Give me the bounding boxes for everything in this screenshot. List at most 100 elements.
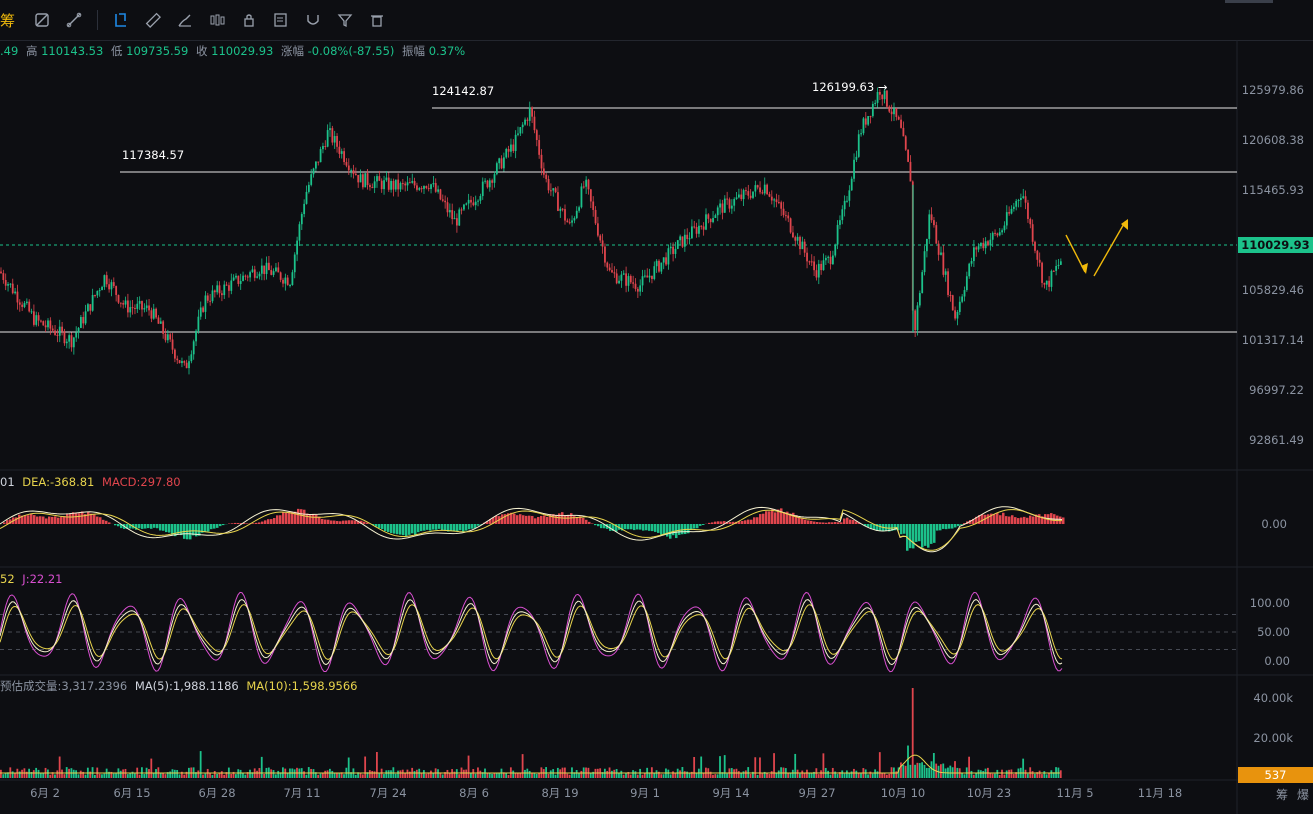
candle-body bbox=[21, 304, 24, 307]
candle-body bbox=[874, 102, 877, 104]
macd-histogram-bar bbox=[387, 524, 390, 533]
volume-bar bbox=[719, 756, 721, 778]
candle-body bbox=[789, 218, 792, 233]
volume-bar bbox=[202, 774, 204, 778]
note-icon[interactable] bbox=[272, 11, 290, 29]
volume-bar bbox=[371, 770, 374, 778]
volume-bar bbox=[486, 772, 489, 778]
macd-histogram-bar bbox=[291, 512, 294, 524]
candle-body bbox=[625, 273, 627, 286]
candle-body bbox=[1048, 280, 1050, 287]
candle-body bbox=[369, 185, 371, 188]
price-tick-label: 101317.14 bbox=[1242, 333, 1304, 347]
crosshair-off-icon[interactable] bbox=[33, 11, 51, 29]
macd-histogram-bar bbox=[360, 520, 363, 524]
macd-histogram-bar bbox=[450, 524, 453, 531]
volume-bar bbox=[759, 757, 761, 778]
volume-bar bbox=[430, 770, 432, 778]
trash-icon[interactable] bbox=[368, 11, 386, 29]
candle-body bbox=[557, 192, 559, 211]
magnet-icon[interactable] bbox=[304, 11, 322, 29]
candle-body bbox=[343, 151, 345, 163]
price-tick-label: 92861.49 bbox=[1249, 433, 1304, 447]
volume-bar bbox=[695, 773, 698, 778]
candle-body bbox=[124, 300, 127, 305]
volume-bar bbox=[838, 772, 841, 778]
macd-histogram-bar bbox=[795, 515, 798, 524]
macd-histogram-bar bbox=[150, 524, 153, 529]
volume-bar bbox=[881, 772, 884, 778]
candle-body bbox=[453, 218, 456, 220]
candle-body bbox=[347, 165, 350, 171]
high-label: 高 bbox=[25, 44, 38, 58]
macd-histogram-bar bbox=[126, 524, 129, 529]
ruler-icon[interactable] bbox=[144, 11, 162, 29]
volume-bar bbox=[888, 773, 891, 778]
candle-body bbox=[1052, 270, 1055, 272]
macd-histogram-bar bbox=[903, 524, 906, 534]
candle-body bbox=[357, 174, 360, 183]
macd-histogram-bar bbox=[900, 524, 903, 535]
liquidation-icon[interactable]: 爆 bbox=[1297, 788, 1310, 802]
volume-bar bbox=[716, 774, 719, 778]
candle-body bbox=[195, 330, 197, 342]
macd-histogram-bar bbox=[78, 513, 81, 524]
chip-distribution-icon[interactable]: 筹 bbox=[1276, 788, 1289, 802]
candle-body bbox=[260, 265, 263, 274]
brush-icon[interactable] bbox=[176, 11, 194, 29]
volume-bar bbox=[112, 773, 115, 778]
macd-histogram-bar bbox=[936, 524, 939, 531]
candle-body bbox=[611, 270, 613, 273]
candle-body bbox=[249, 272, 251, 278]
volume-bar bbox=[928, 767, 931, 778]
window-control-bar[interactable] bbox=[1225, 0, 1273, 3]
volume-bar bbox=[274, 774, 277, 778]
volume-bar bbox=[350, 772, 352, 778]
tool-settings-icon[interactable] bbox=[65, 11, 83, 29]
chip-logo[interactable]: 筹 bbox=[0, 12, 16, 30]
volume-bar bbox=[244, 774, 247, 778]
candle-body bbox=[1045, 280, 1048, 285]
candle-body bbox=[667, 248, 670, 265]
candle-body bbox=[662, 257, 665, 263]
volume-bar bbox=[479, 770, 482, 778]
candle-body bbox=[18, 302, 21, 305]
date-tick-label: 6月 28 bbox=[198, 786, 235, 800]
volume-bar bbox=[1026, 773, 1029, 778]
volume-bar bbox=[166, 772, 169, 778]
candle-body bbox=[134, 308, 136, 310]
macd-histogram-bar bbox=[306, 513, 309, 524]
candle-body bbox=[599, 235, 602, 241]
candle-body bbox=[521, 124, 524, 128]
volume-bar bbox=[566, 773, 569, 778]
macd-dif-value: 01 bbox=[0, 475, 15, 489]
price-chart[interactable]: 125979.86 120608.38 115465.93 105829.46 1013… bbox=[0, 40, 1313, 814]
macd-histogram-bar bbox=[921, 524, 924, 548]
lock-icon[interactable] bbox=[240, 11, 258, 29]
macd-histogram-bar bbox=[504, 514, 507, 524]
macd-histogram-bar bbox=[693, 524, 696, 529]
candle-body bbox=[702, 226, 705, 230]
macd-histogram-bar bbox=[780, 508, 783, 524]
macd-histogram-bar bbox=[1035, 514, 1038, 524]
candle-body bbox=[1008, 212, 1011, 214]
line-tool-icon[interactable] bbox=[112, 11, 130, 29]
candle-body bbox=[550, 190, 552, 192]
volume-bar bbox=[197, 770, 200, 778]
macd-histogram-bar bbox=[939, 524, 942, 531]
candle-body bbox=[719, 203, 721, 208]
volume-bar bbox=[575, 770, 578, 778]
candle-body bbox=[733, 199, 736, 206]
candle-body bbox=[987, 241, 989, 246]
macd-histogram-bar bbox=[774, 512, 777, 524]
macd-histogram-bar bbox=[519, 514, 522, 524]
candle-body bbox=[815, 270, 818, 278]
macd-histogram-bar bbox=[969, 520, 972, 524]
volume-bar bbox=[916, 762, 919, 778]
macd-histogram-bar bbox=[255, 522, 258, 524]
volume-bar bbox=[143, 774, 146, 778]
macd-histogram-bar bbox=[999, 515, 1002, 524]
filter-icon[interactable] bbox=[336, 11, 354, 29]
macd-histogram-bar bbox=[552, 514, 555, 524]
candlestick-type-icon[interactable] bbox=[208, 11, 226, 29]
